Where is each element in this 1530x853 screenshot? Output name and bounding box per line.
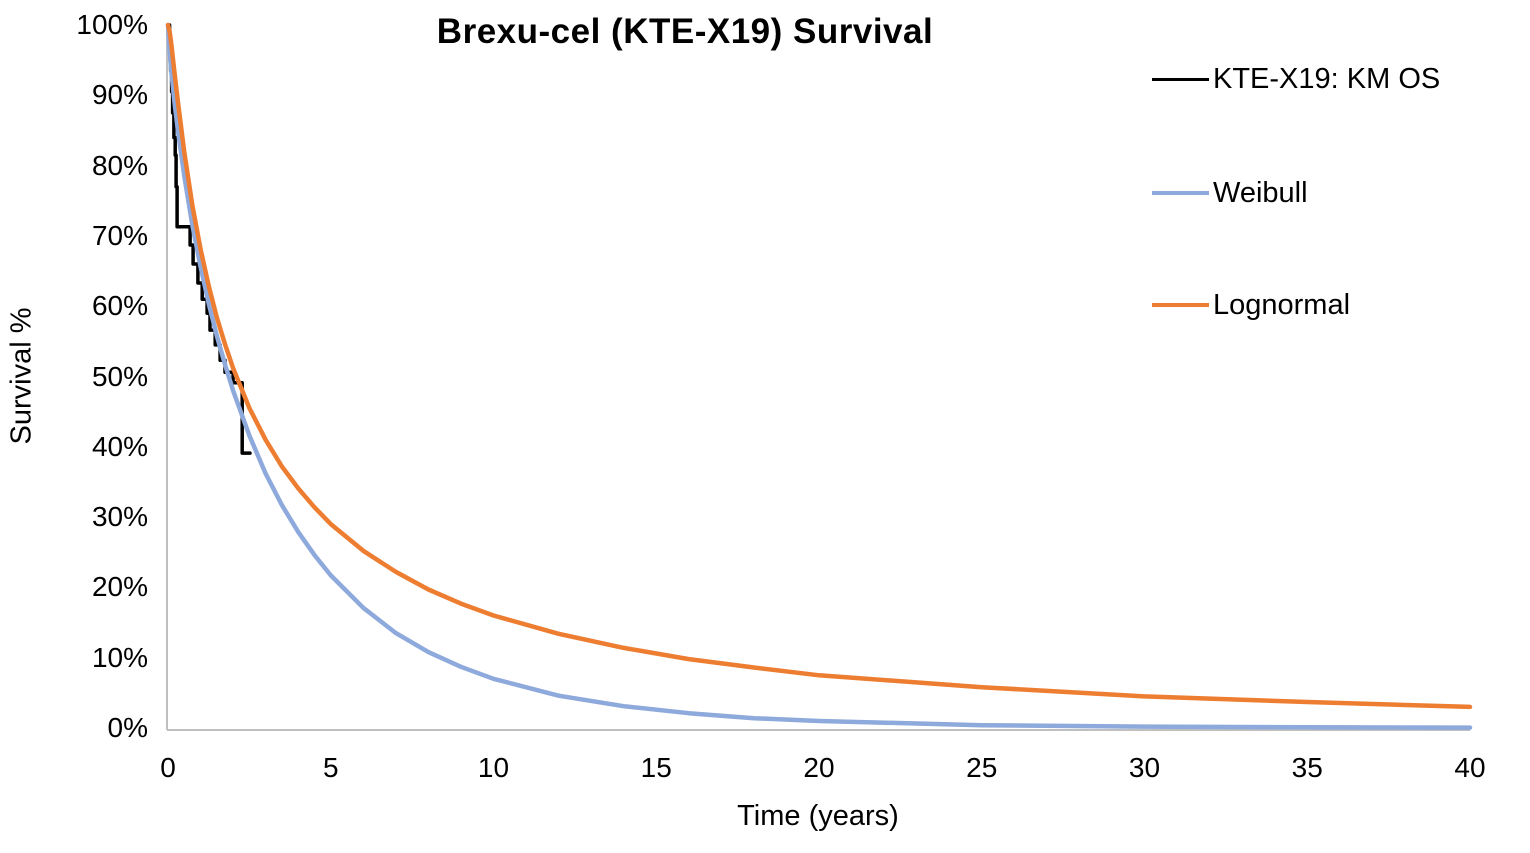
legend-item-weibull: Weibull: [1152, 175, 1308, 211]
chart-title: Brexu-cel (KTE-X19) Survival: [436, 12, 934, 51]
y-tick-label-0: 0%: [107, 712, 148, 743]
x-tick-label-40: 40: [1454, 752, 1486, 783]
x-tick-label-25: 25: [966, 752, 998, 783]
x-axis-title: Time (years): [737, 800, 899, 832]
legend-label-lognormal: Lognormal: [1213, 288, 1351, 321]
x-tick-label-15: 15: [640, 752, 672, 783]
y-tick-label-60: 60%: [91, 290, 148, 322]
series-lognormal: [165, 22, 1473, 710]
legend-label-km: KTE-X19: KM OS: [1213, 62, 1441, 95]
series-kte-x19-km-os: [166, 23, 252, 455]
x-tick-label-0: 0: [160, 752, 176, 783]
y-tick-label-90: 90%: [91, 79, 148, 111]
legend-item-lognormal: Lognormal: [1152, 287, 1350, 323]
y-tick-label-70: 70%: [91, 219, 148, 251]
x-tick-label-10: 10: [477, 752, 510, 783]
legend-item-km: KTE-X19: KM OS: [1152, 61, 1440, 97]
y-tick-label-50: 50%: [91, 360, 148, 392]
lognormal-line-swatch: [1152, 303, 1209, 307]
axis-lines: [166, 25, 1470, 731]
legend-label-weibull: Weibull: [1213, 176, 1308, 209]
y-tick-label-100: 100%: [76, 9, 148, 40]
series-weibull: [165, 22, 1473, 730]
x-tick-label-20: 20: [803, 752, 835, 783]
x-tick-label-5: 5: [322, 752, 339, 783]
km-line-swatch: [1152, 77, 1209, 81]
y-tick-label-20: 20%: [91, 571, 148, 603]
y-tick-label-10: 10%: [91, 641, 148, 673]
y-tick-label-80: 80%: [91, 149, 148, 181]
weibull-line-swatch: [1152, 191, 1209, 195]
x-tick-label-35: 35: [1291, 752, 1323, 783]
y-tick-label-30: 30%: [91, 501, 148, 533]
x-tick-label-30: 30: [1128, 752, 1161, 783]
y-tick-label-40: 40%: [91, 430, 148, 462]
